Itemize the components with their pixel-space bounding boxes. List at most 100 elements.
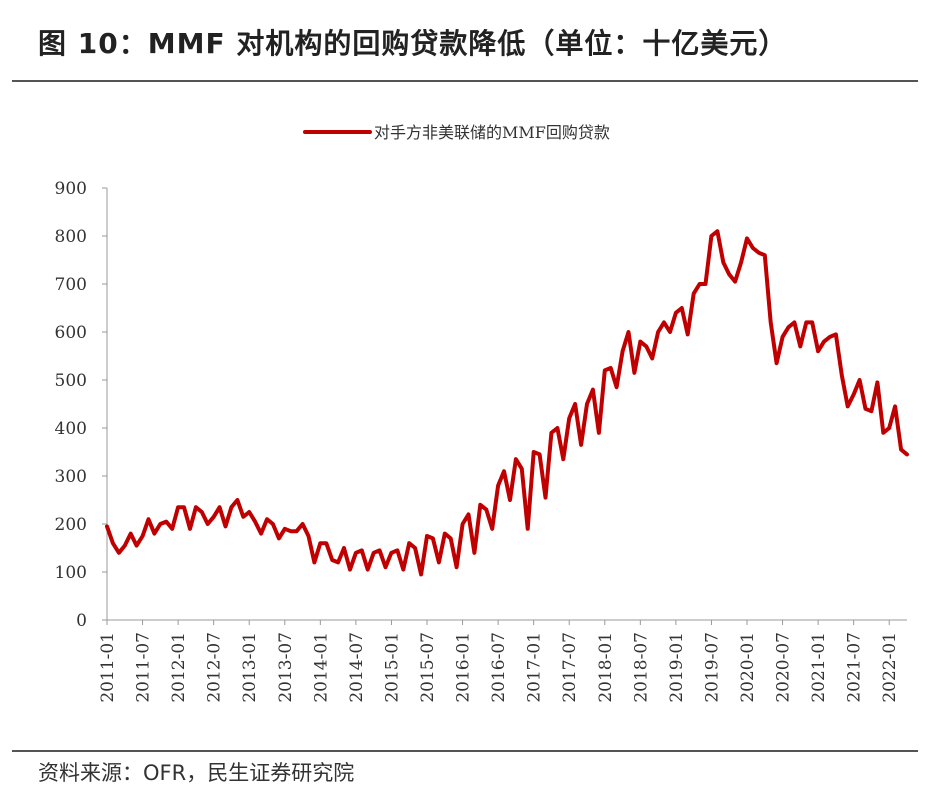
- y-tick-label: 0: [76, 611, 87, 631]
- data-point: [289, 529, 293, 533]
- data-point: [763, 253, 767, 257]
- data-point: [395, 548, 399, 552]
- data-point: [235, 498, 239, 502]
- data-point: [401, 568, 405, 572]
- data-point: [437, 560, 441, 564]
- data-point: [804, 320, 808, 324]
- data-point: [532, 450, 536, 454]
- data-point: [212, 515, 216, 519]
- data-point: [455, 565, 459, 569]
- y-tick-label: 400: [55, 419, 87, 439]
- data-point: [306, 534, 311, 538]
- data-point: [621, 349, 625, 353]
- data-point: [194, 505, 198, 509]
- data-point: [176, 505, 180, 509]
- x-axis: 2011-01 2011-07 2012-01 2012-07 2013-01 2013-…: [98, 619, 907, 703]
- data-point: [105, 524, 109, 528]
- x-tick-label: 2018-07: [631, 632, 651, 703]
- data-point: [567, 416, 571, 420]
- data-point: [461, 522, 465, 526]
- data-point: [686, 332, 690, 336]
- x-tick-label: 2011-07: [134, 632, 154, 703]
- data-point: [419, 572, 423, 576]
- data-point: [757, 251, 761, 255]
- legend-label: 对手方非美联储的MMF回购贷款: [374, 123, 610, 142]
- data-point: [496, 484, 500, 488]
- data-point: [561, 457, 565, 461]
- data-point: [312, 560, 316, 564]
- x-tick-label: 2020-07: [774, 632, 794, 703]
- data-point: [858, 378, 862, 382]
- x-tick-label: 2021-07: [845, 632, 865, 703]
- source-note: 资料来源：OFR，民生证券研究院: [38, 761, 355, 785]
- data-point: [295, 529, 299, 533]
- figure-title: 图 10：MMF 对机构的回购贷款降低（单位：十亿美元）: [38, 27, 788, 60]
- y-tick-label: 500: [55, 371, 87, 391]
- data-point: [875, 380, 880, 384]
- data-point: [135, 544, 139, 548]
- data-point: [283, 527, 287, 531]
- data-point: [526, 527, 530, 531]
- data-point: [330, 558, 334, 562]
- series-line: [105, 229, 909, 577]
- y-tick-label: 600: [55, 323, 87, 343]
- data-point: [472, 551, 476, 555]
- data-point: [863, 407, 868, 411]
- data-point: [822, 340, 826, 344]
- data-point: [324, 541, 328, 545]
- data-point: [698, 282, 702, 286]
- data-point: [229, 505, 233, 509]
- plot-area: [105, 229, 909, 577]
- data-point: [727, 272, 731, 276]
- data-point: [656, 330, 660, 334]
- data-point: [360, 548, 364, 552]
- x-tick-label: 2013-07: [276, 632, 296, 703]
- data-point: [792, 320, 797, 324]
- data-point: [597, 431, 601, 435]
- data-point: [223, 524, 228, 528]
- data-point: [111, 541, 115, 545]
- data-point: [721, 260, 725, 264]
- data-point: [478, 503, 482, 507]
- data-point: [703, 282, 708, 286]
- data-point: [514, 457, 518, 461]
- data-point: [733, 280, 737, 284]
- data-point: [182, 505, 186, 509]
- top-rule: [12, 80, 918, 82]
- data-point: [253, 520, 257, 524]
- data-point: [775, 361, 779, 365]
- data-point: [769, 320, 773, 324]
- data-point: [893, 404, 897, 408]
- y-tick-label: 700: [55, 275, 87, 295]
- data-point: [786, 325, 791, 329]
- data-point: [715, 229, 720, 233]
- data-point: [389, 551, 393, 555]
- data-point: [692, 292, 696, 296]
- data-point: [348, 568, 352, 572]
- legend: 对手方非美联储的MMF回购贷款: [303, 123, 610, 142]
- data-point: [680, 306, 684, 310]
- figure-header: 图 10：MMF 对机构的回购贷款降低（单位：十亿美元）: [38, 18, 918, 70]
- data-point: [798, 344, 802, 348]
- data-point: [834, 332, 838, 336]
- data-point: [626, 330, 631, 334]
- data-point: [241, 515, 245, 519]
- data-point: [840, 373, 844, 377]
- data-point: [781, 335, 785, 339]
- data-point: [318, 541, 322, 545]
- data-point: [555, 426, 560, 430]
- data-point: [218, 505, 222, 509]
- line-chart: 对手方非美联储的MMF回购贷款 0 100 200 300 400 500 600 700 80…: [55, 123, 909, 703]
- x-tick-label: 2013-01: [240, 632, 260, 703]
- data-point: [816, 349, 820, 353]
- data-point: [206, 522, 210, 526]
- x-tick-label: 2019-07: [702, 632, 722, 703]
- data-point: [881, 431, 885, 435]
- data-point: [129, 532, 133, 536]
- x-tick-label: 2022-01: [880, 632, 900, 703]
- data-point: [739, 260, 743, 264]
- data-point: [413, 546, 417, 550]
- data-point: [538, 452, 542, 456]
- x-tick-label: 2020-01: [738, 632, 758, 703]
- data-point: [141, 534, 145, 538]
